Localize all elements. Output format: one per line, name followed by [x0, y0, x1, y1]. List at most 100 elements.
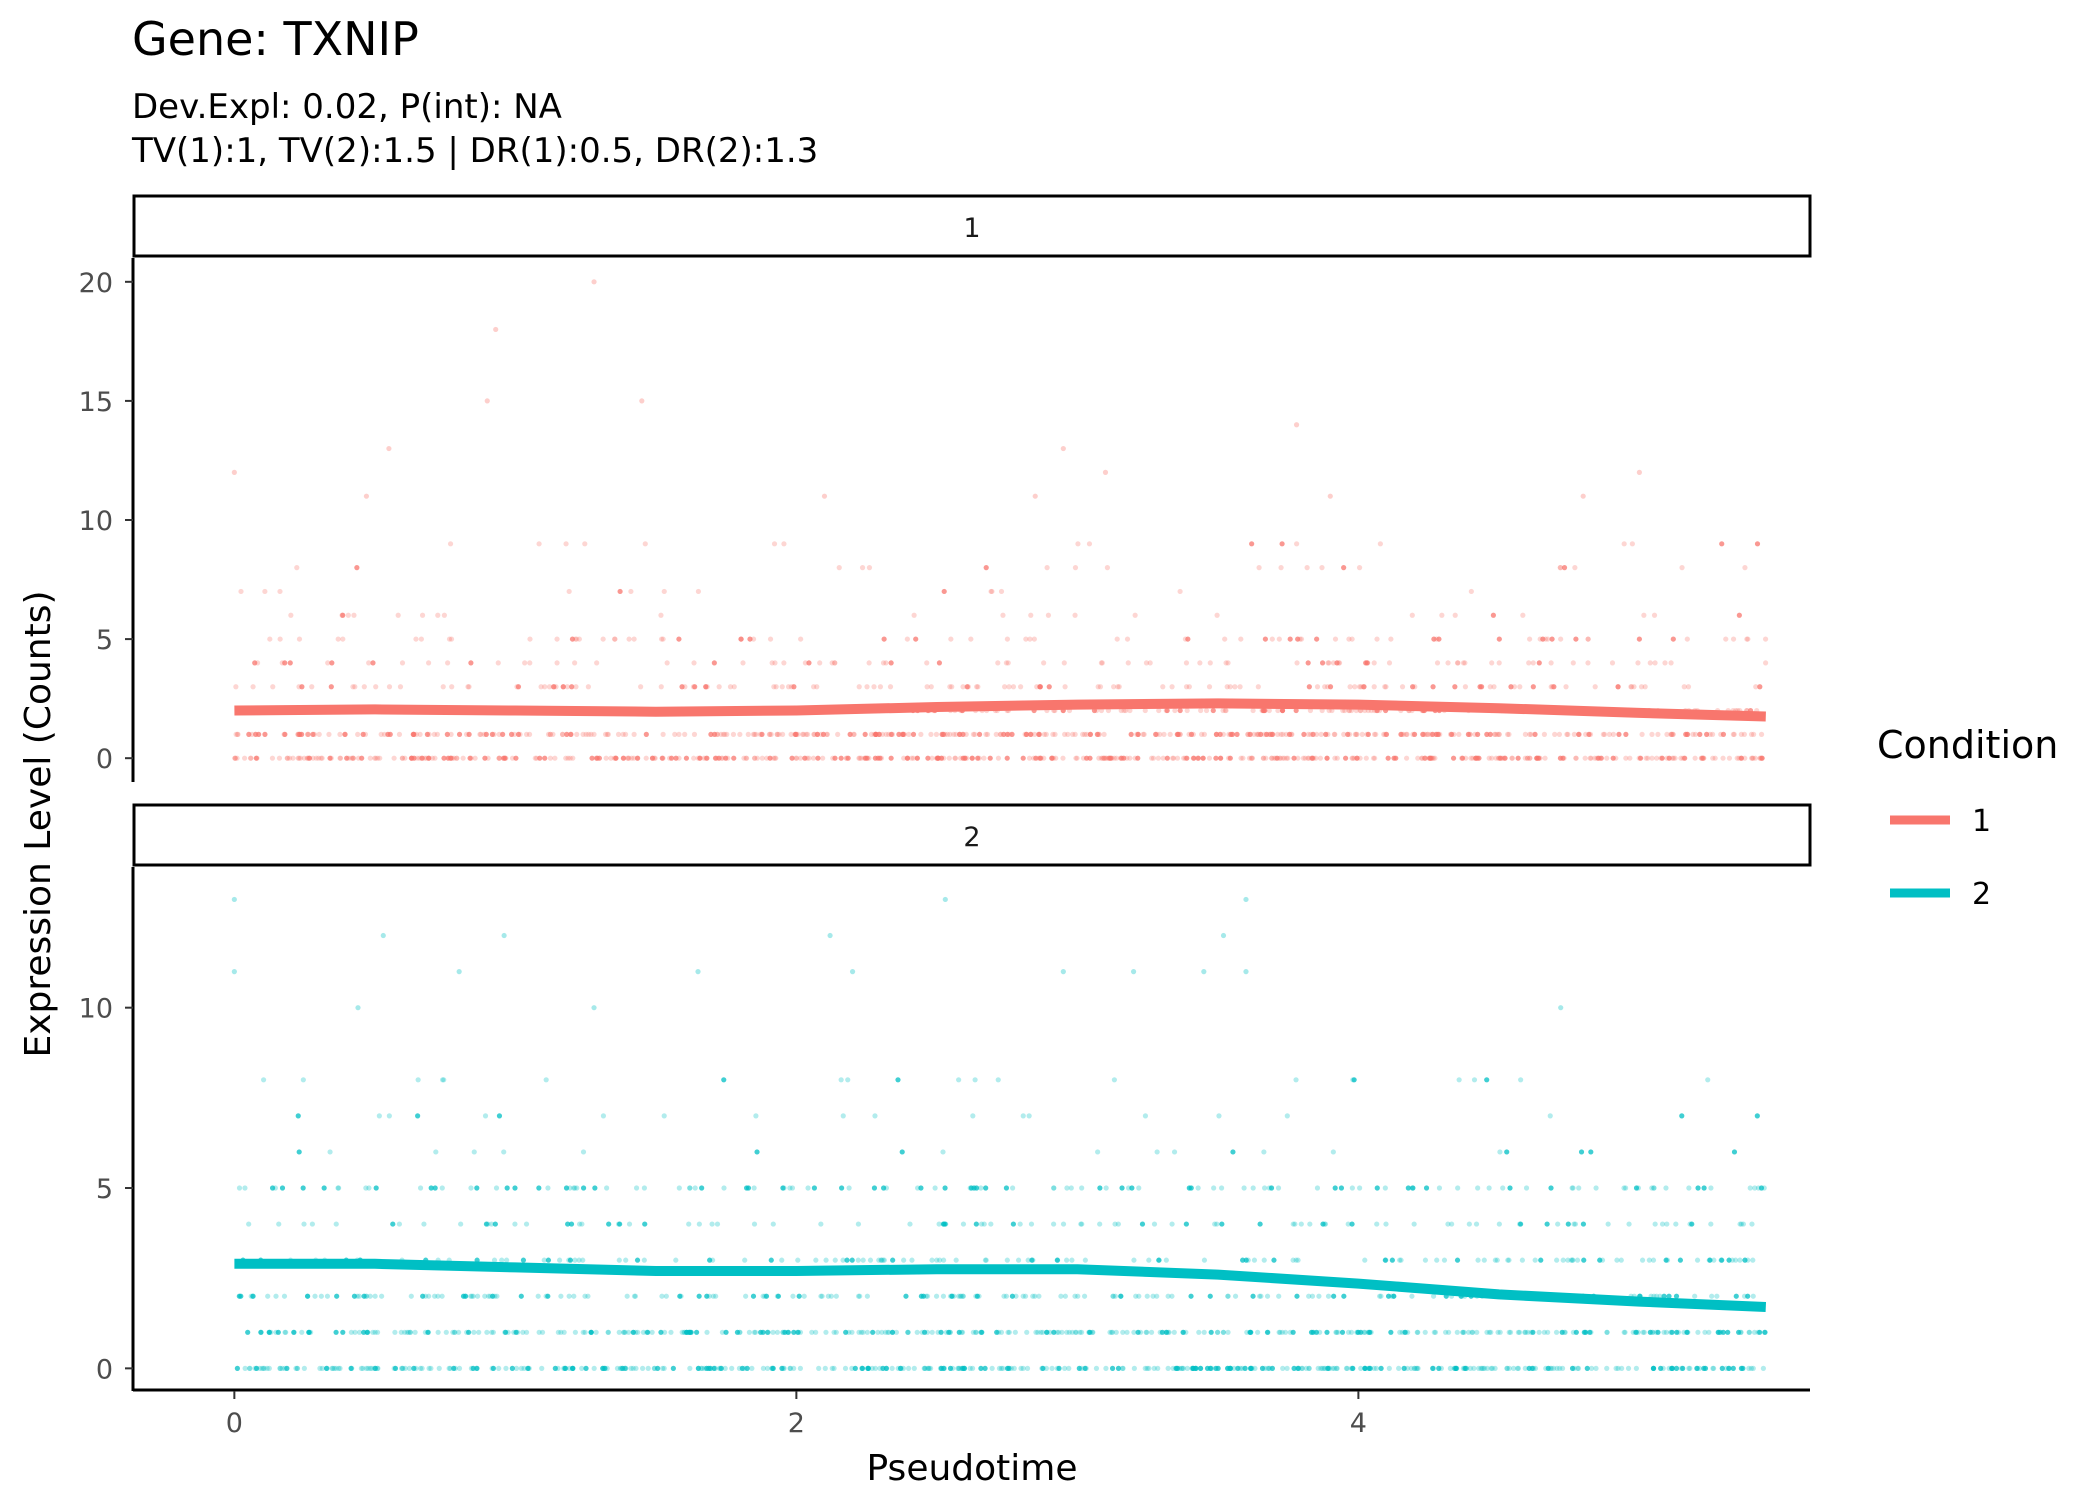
data-point: [1673, 1365, 1680, 1371]
data-point: [566, 1293, 572, 1299]
data-point: [799, 731, 806, 737]
data-point: [793, 755, 799, 761]
data-point: [1300, 755, 1306, 761]
data-point: [1610, 731, 1617, 737]
legend: Condition 1 2: [1877, 723, 2058, 912]
data-point: [1508, 684, 1514, 690]
data-point: [1132, 612, 1138, 618]
data-point: [1588, 1365, 1595, 1371]
data-point: [1692, 1293, 1698, 1299]
data-point: [1649, 755, 1655, 761]
data-point: [1601, 731, 1608, 737]
data-point: [468, 1365, 475, 1371]
data-point: [1741, 1293, 1748, 1299]
data-point: [1386, 660, 1393, 666]
data-point: [1373, 1365, 1380, 1371]
data-point: [413, 731, 420, 737]
data-point: [1655, 731, 1661, 737]
data-point: [1690, 731, 1696, 737]
data-point: [745, 731, 751, 737]
data-point: [417, 1185, 424, 1191]
data-point: [426, 755, 432, 761]
data-point: [539, 1365, 545, 1371]
data-point: [1745, 636, 1751, 642]
data-point: [844, 1257, 850, 1263]
data-point: [864, 684, 870, 690]
data-point: [1397, 1257, 1403, 1263]
data-point: [367, 755, 373, 761]
data-point: [959, 1329, 965, 1335]
data-point: [1666, 1365, 1672, 1371]
data-point: [1144, 1329, 1150, 1335]
data-point: [771, 541, 778, 547]
data-point: [560, 731, 566, 737]
data-point: [348, 1329, 354, 1335]
data-point: [296, 636, 303, 642]
data-point: [571, 1293, 577, 1299]
data-point: [877, 755, 883, 761]
data-point: [1225, 1329, 1231, 1335]
data-point: [367, 1293, 373, 1299]
data-point: [521, 1365, 527, 1371]
data-point: [1251, 731, 1257, 737]
data-point: [1140, 731, 1146, 737]
data-point: [631, 1293, 638, 1299]
data-point: [1265, 1329, 1271, 1335]
data-point: [1121, 707, 1127, 714]
data-point: [1027, 636, 1033, 642]
data-point: [831, 1329, 837, 1335]
data-point: [313, 755, 319, 761]
data-point: [1399, 684, 1406, 690]
data-point: [1238, 755, 1244, 761]
data-point: [1472, 731, 1478, 737]
data-point: [739, 1365, 745, 1371]
data-point: [956, 1365, 962, 1371]
data-point: [351, 612, 357, 618]
data-point: [772, 660, 778, 666]
data-point: [1159, 1329, 1165, 1335]
data-point: [979, 1329, 985, 1335]
data-point: [620, 1329, 627, 1335]
data-point: [1013, 1293, 1019, 1299]
data-point: [1097, 1185, 1103, 1191]
data-point: [1651, 1185, 1657, 1191]
data-point: [1342, 755, 1349, 761]
data-point: [1422, 755, 1428, 761]
data-point: [876, 731, 882, 737]
data-point: [1456, 1077, 1462, 1083]
data-point: [789, 1185, 796, 1191]
data-point: [1736, 612, 1742, 618]
data-point: [1592, 755, 1598, 761]
data-point: [1364, 660, 1370, 666]
data-point: [580, 1185, 587, 1191]
data-point: [1227, 684, 1233, 690]
data-point: [1278, 565, 1284, 571]
data-point: [1323, 731, 1329, 737]
data-point: [872, 1113, 878, 1119]
data-point: [973, 1221, 979, 1227]
data-point: [957, 1293, 963, 1299]
data-point: [788, 731, 794, 737]
data-point: [858, 1329, 865, 1335]
data-point: [1568, 1257, 1574, 1263]
data-point: [355, 731, 361, 737]
data-point: [1459, 755, 1466, 761]
data-point: [1734, 755, 1740, 761]
data-point: [1540, 636, 1546, 642]
data-point: [1331, 1365, 1338, 1371]
data-point: [1128, 731, 1134, 737]
y-tick-label: 5: [96, 625, 113, 656]
data-point: [1610, 755, 1616, 761]
data-point: [1041, 660, 1047, 666]
data-point: [750, 731, 757, 737]
data-point: [668, 1329, 674, 1335]
smooth-line-condition-2: [234, 1258, 1767, 1312]
data-point: [294, 565, 300, 571]
data-point: [496, 755, 502, 761]
data-point: [642, 541, 648, 547]
data-point: [377, 755, 383, 761]
data-point: [785, 1329, 791, 1335]
data-point: [1248, 755, 1254, 761]
data-point: [1103, 755, 1109, 761]
